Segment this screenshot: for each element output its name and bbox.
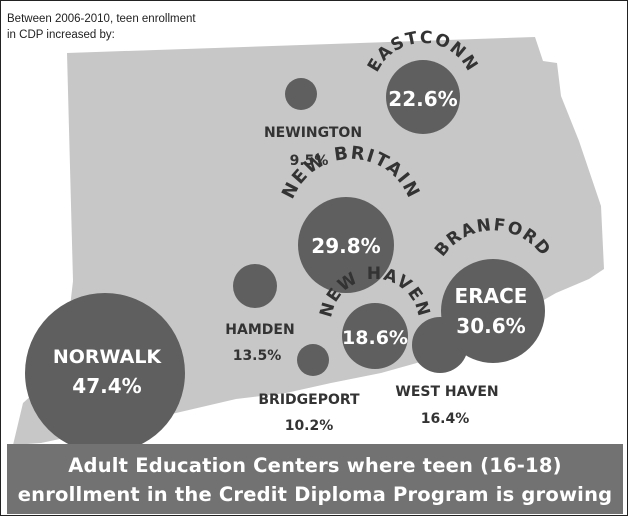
caption-banner: Adult Education Centers where teen (16-1…	[7, 444, 623, 514]
value-bridgeport: 10.2%	[285, 418, 334, 434]
label-bridgeport-name: BRIDGEPORT	[258, 392, 360, 408]
value-new-haven: 18.6%	[342, 327, 408, 349]
value-erace: 30.6%	[456, 314, 525, 338]
value-hamden: 13.5%	[233, 348, 282, 364]
bubble-norwalk	[25, 293, 185, 453]
bubble-newington	[285, 78, 317, 110]
caption-line-2: enrollment in the Credit Diploma Program…	[17, 483, 613, 506]
intro-line-2: in CDP increased by:	[7, 29, 115, 41]
bubble-hamden	[233, 264, 277, 308]
value-eastconn: 22.6%	[388, 87, 457, 111]
value-west-haven: 16.4%	[421, 411, 470, 427]
label-erace-name: ERACE	[455, 284, 528, 308]
label-west-haven-name: WEST HAVEN	[395, 384, 498, 400]
value-new-britain: 29.8%	[311, 234, 380, 258]
bubble-new-britain	[298, 197, 394, 293]
bubble-erace	[441, 259, 545, 363]
label-norwalk-name: NORWALK	[53, 346, 163, 368]
label-hamden-name: HAMDEN	[225, 322, 294, 338]
label-newington-name: NEWINGTON	[264, 125, 362, 141]
bubble-new-haven	[342, 303, 408, 369]
caption-line-1: Adult Education Centers where teen (16-1…	[68, 454, 562, 477]
value-newington: 9.5%	[290, 153, 329, 169]
intro-note: Between 2006-2010, teen enrollment in CD…	[7, 11, 267, 43]
value-norwalk: 47.4%	[72, 374, 141, 398]
bubble-eastconn	[386, 60, 460, 134]
intro-line-1: Between 2006-2010, teen enrollment	[7, 13, 196, 25]
bubble-bridgeport	[297, 344, 329, 376]
